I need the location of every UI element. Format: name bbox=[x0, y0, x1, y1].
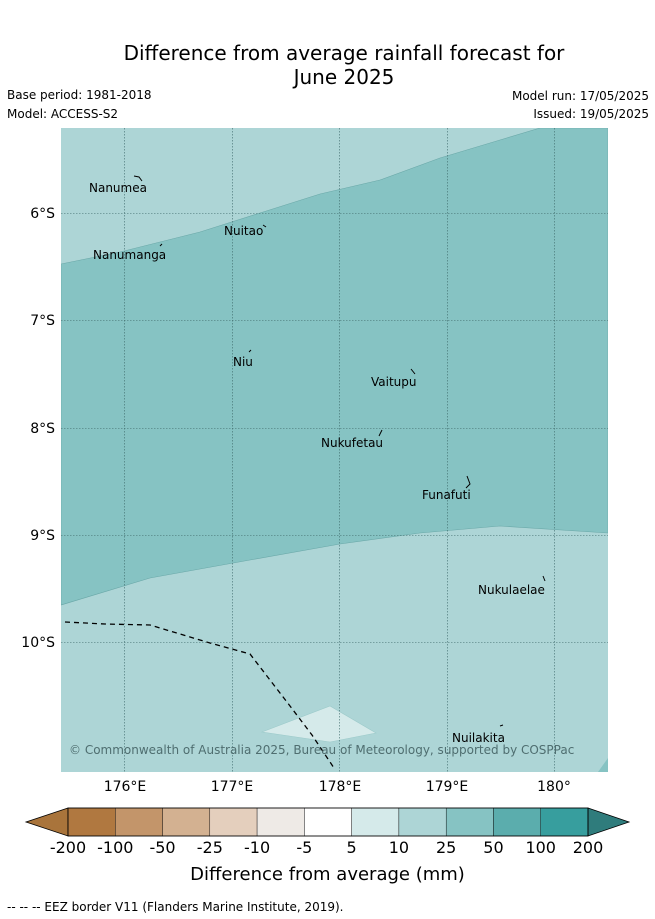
colorbar-tick-label: 5 bbox=[346, 838, 357, 857]
colorbar-segment bbox=[445, 807, 494, 837]
colorbar-tick-label: 10 bbox=[388, 838, 410, 857]
colorbar-frame bbox=[67, 807, 589, 837]
island-nukulaelae bbox=[542, 575, 546, 582]
title-line-1: Difference from average rainfall forecas… bbox=[123, 41, 565, 65]
lat-tick-9s: 9°S bbox=[30, 528, 55, 544]
colorbar-segment bbox=[67, 807, 116, 837]
colorbar-extend-high bbox=[587, 807, 631, 837]
colorbar-segment bbox=[256, 807, 305, 837]
zone-25-50 bbox=[61, 128, 608, 606]
colorbar-segment bbox=[493, 807, 541, 837]
lon-tick-177e: 177°E bbox=[211, 779, 254, 795]
lon-tick-178e: 178°E bbox=[319, 779, 362, 795]
lat-tick-7s: 7°S bbox=[30, 313, 55, 329]
place-label-niu: Niu bbox=[233, 355, 253, 369]
map-area: Nanumea Nuitao Nanumanga Niu Vaitupu Nuk… bbox=[61, 128, 608, 772]
colorbar-label: Difference from average (mm) bbox=[190, 864, 465, 885]
map-title: Difference from average rainfall forecas… bbox=[0, 41, 655, 89]
issued-date: Issued: 19/05/2025 bbox=[533, 107, 649, 121]
island-vaitupu bbox=[410, 368, 416, 375]
colorbar-tick-label: -10 bbox=[244, 838, 271, 857]
island-nuitao bbox=[262, 224, 267, 228]
model-run: Model run: 17/05/2025 bbox=[511, 89, 649, 103]
latitude-axis: 6°S 7°S 8°S 9°S 10°S bbox=[21, 206, 55, 651]
island-nukufetau bbox=[378, 429, 383, 437]
place-label-nukulaelae: Nukulaelae bbox=[478, 583, 545, 597]
colorbar-tick-label: 50 bbox=[483, 838, 504, 857]
island-nanumea bbox=[133, 175, 143, 182]
colorbar-extend-low bbox=[24, 807, 69, 837]
colorbar-tick-label: -100 bbox=[97, 838, 134, 857]
colorbar-tick-label: 25 bbox=[435, 838, 457, 857]
island-funafuti bbox=[465, 475, 471, 489]
lat-tick-6s: 6°S bbox=[30, 206, 55, 222]
eez-border bbox=[64, 621, 335, 769]
title-line-2: June 2025 bbox=[293, 65, 395, 89]
longitude-axis: 176°E 177°E 178°E 179°E 180° bbox=[104, 779, 571, 795]
island-nanumanga bbox=[159, 243, 163, 247]
copyright-notice: © Commonwealth of Australia 2025, Bureau… bbox=[69, 743, 574, 757]
island-outlines bbox=[133, 175, 546, 727]
colorbar-segment bbox=[398, 807, 447, 837]
colorbar-segment bbox=[540, 807, 589, 837]
place-label-nukufetau: Nukufetau bbox=[321, 436, 383, 450]
lat-tick-8s: 8°S bbox=[30, 421, 55, 437]
colorbar-segment bbox=[115, 807, 163, 837]
colorbar-segment bbox=[162, 807, 211, 837]
place-label-nuitao: Nuitao bbox=[224, 224, 263, 238]
zone-5-10 bbox=[260, 705, 377, 743]
model-name: Model: ACCESS-S2 bbox=[7, 107, 119, 121]
colorbar-segment bbox=[209, 807, 258, 837]
lon-tick-179e: 179°E bbox=[426, 779, 469, 795]
colorbar-tick-label: -5 bbox=[296, 838, 313, 857]
place-label-vaitupu: Vaitupu bbox=[371, 375, 417, 389]
island-nuilakita bbox=[499, 724, 504, 727]
colorbar-tick-label: 100 bbox=[525, 838, 556, 857]
lon-tick-180: 180° bbox=[537, 779, 571, 795]
colorbar bbox=[24, 807, 631, 837]
zone-25-50-corner bbox=[598, 758, 608, 772]
colorbar-segment bbox=[304, 807, 352, 837]
colorbar-tick-label: 200 bbox=[572, 838, 604, 857]
place-label-nuilakita: Nuilakita bbox=[452, 731, 505, 745]
eez-legend: -- -- -- EEZ border V11 (Flanders Marine… bbox=[7, 900, 344, 914]
colorbar-tick-label: -200 bbox=[49, 838, 87, 857]
place-label-nanumanga: Nanumanga bbox=[93, 248, 166, 262]
colorbar-segment bbox=[351, 807, 400, 837]
lat-tick-10s: 10°S bbox=[21, 635, 55, 651]
base-period: Base period: 1981-2018 bbox=[7, 88, 152, 102]
colorbar-tick-label: -25 bbox=[196, 838, 223, 857]
place-label-nanumea: Nanumea bbox=[89, 181, 147, 195]
island-niu bbox=[248, 349, 252, 353]
colorbar-tick-label: -50 bbox=[149, 838, 176, 857]
lon-tick-176e: 176°E bbox=[104, 779, 147, 795]
place-label-funafuti: Funafuti bbox=[422, 488, 471, 502]
graticule bbox=[61, 128, 608, 772]
